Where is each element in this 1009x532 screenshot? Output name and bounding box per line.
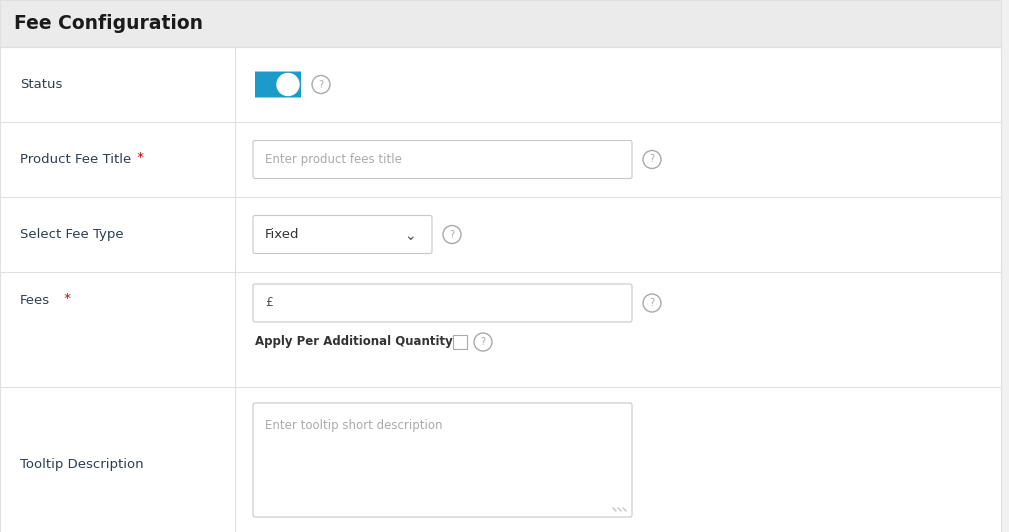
Text: Enter product fees title: Enter product fees title bbox=[265, 153, 402, 166]
Text: Fixed: Fixed bbox=[265, 228, 300, 241]
Text: *: * bbox=[133, 151, 144, 164]
FancyBboxPatch shape bbox=[253, 403, 632, 517]
Text: Product Fee Title: Product Fee Title bbox=[20, 153, 131, 166]
Text: Enter tooltip short description: Enter tooltip short description bbox=[265, 419, 443, 432]
Text: ?: ? bbox=[650, 154, 655, 164]
Text: ⌄: ⌄ bbox=[405, 229, 416, 244]
FancyBboxPatch shape bbox=[253, 215, 432, 254]
Bar bbox=[453, 335, 467, 349]
Bar bbox=[0, 0, 1001, 47]
FancyBboxPatch shape bbox=[255, 71, 301, 97]
Text: Tooltip Description: Tooltip Description bbox=[20, 458, 143, 471]
Text: ?: ? bbox=[480, 337, 485, 347]
Text: Fees: Fees bbox=[20, 294, 50, 306]
Text: ?: ? bbox=[650, 298, 655, 308]
Text: Select Fee Type: Select Fee Type bbox=[20, 228, 124, 241]
Text: *: * bbox=[60, 292, 71, 304]
Text: ?: ? bbox=[449, 229, 455, 239]
FancyBboxPatch shape bbox=[253, 140, 632, 179]
Text: Status: Status bbox=[20, 78, 63, 91]
Text: £: £ bbox=[265, 296, 272, 310]
Text: ?: ? bbox=[319, 79, 324, 89]
Text: Fee Configuration: Fee Configuration bbox=[14, 14, 203, 33]
FancyBboxPatch shape bbox=[253, 284, 632, 322]
Circle shape bbox=[277, 73, 299, 96]
Text: Apply Per Additional Quantity: Apply Per Additional Quantity bbox=[255, 336, 453, 348]
